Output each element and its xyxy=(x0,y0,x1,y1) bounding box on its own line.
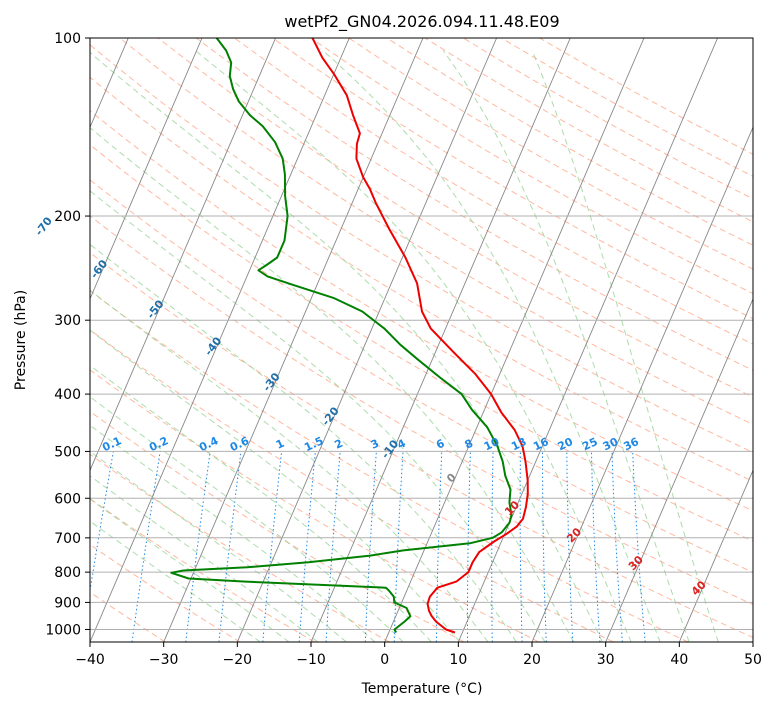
dry-adiabat xyxy=(90,215,753,606)
isotherm-line xyxy=(90,38,350,642)
y-tick-label: 300 xyxy=(54,313,81,329)
moist-adiabat xyxy=(90,475,319,642)
moist-adiabat xyxy=(90,424,376,642)
dry-adiabat xyxy=(90,329,614,642)
dry-adiabat xyxy=(119,38,753,425)
moist-adiabat xyxy=(90,51,603,642)
x-tick-label: −40 xyxy=(75,652,105,668)
dewpoint-profile xyxy=(170,38,513,633)
mixing-ratio-label: 16 xyxy=(531,435,551,453)
mixing-ratio-label: 30 xyxy=(601,435,621,453)
x-tick-label: 50 xyxy=(744,652,762,668)
isotherm-line xyxy=(90,38,277,472)
y-tick-label: 600 xyxy=(54,491,81,507)
x-tick-label: 40 xyxy=(670,652,688,668)
isotherm-line xyxy=(236,38,498,642)
chart-title: wetPf2_GN04.2026.094.11.48.E09 xyxy=(284,12,559,32)
dry-adiabat xyxy=(90,369,540,642)
y-tick-label: 200 xyxy=(54,209,81,225)
x-tick-label: 10 xyxy=(449,652,467,668)
x-tick-label: 20 xyxy=(523,652,541,668)
isotherm-line xyxy=(457,38,719,642)
mixing-ratio-label: 13 xyxy=(509,435,528,453)
moist-adiabat xyxy=(90,450,347,642)
temperature-profile xyxy=(311,38,529,634)
moist-adiabat xyxy=(442,50,690,642)
isotherm-line xyxy=(531,126,753,642)
x-axis-title: Temperature (°C) xyxy=(361,681,483,697)
moist-adiabat xyxy=(90,520,261,642)
isotherm-line xyxy=(163,38,424,642)
y-tick-label: 700 xyxy=(54,531,81,547)
mixing-ratio-line xyxy=(218,451,242,642)
mixing-ratio-line xyxy=(185,451,211,642)
moist-adiabat xyxy=(322,50,661,642)
y-tick-label: 100 xyxy=(54,31,81,47)
profiles xyxy=(170,38,529,634)
x-tick-label: 0 xyxy=(380,652,389,668)
dry-adiabat xyxy=(90,252,753,639)
moist-adiabat xyxy=(90,190,546,642)
dry-adiabat xyxy=(195,38,753,371)
y-tick-label: 1000 xyxy=(45,622,81,638)
y-tick-label: 900 xyxy=(54,595,81,611)
y-tick-label: 400 xyxy=(54,387,81,403)
x-tick-label: −30 xyxy=(149,652,179,668)
moist-adiabat xyxy=(90,329,461,642)
dry-adiabat xyxy=(90,76,753,482)
mixing-ratio-label: 20 xyxy=(556,435,576,453)
y-axis: 100 200 300 400 500 600 700 800 900 1000 xyxy=(45,31,90,638)
mixing-ratio-line xyxy=(90,451,114,594)
plot-frame xyxy=(89,37,754,643)
dry-adiabat xyxy=(90,110,753,512)
x-tick-label: −20 xyxy=(223,652,253,668)
pressure-grid xyxy=(90,38,753,642)
dry-adiabat xyxy=(272,38,753,320)
moist-adiabat xyxy=(90,289,489,642)
y-axis-title: Pressure (hPa) xyxy=(13,290,29,390)
moist-adiabat xyxy=(90,498,290,642)
moist-adiabat xyxy=(90,243,517,642)
isotherm-line xyxy=(384,38,645,642)
dry-adiabat xyxy=(90,44,753,454)
moist-adiabat xyxy=(90,396,404,642)
mixing-ratio-label: 10 xyxy=(482,435,502,453)
y-tick-label: 500 xyxy=(54,444,81,460)
mixing-ratio-label: 25 xyxy=(580,435,599,453)
dry-adiabat xyxy=(234,38,753,345)
moist-adiabat xyxy=(194,50,632,642)
x-tick-label: −10 xyxy=(296,652,326,668)
x-axis: −40 −30 −20 −10 0 10 20 30 40 50 xyxy=(75,642,762,668)
background-lines xyxy=(90,38,753,642)
y-tick-label: 800 xyxy=(54,565,81,581)
isotherm-line xyxy=(90,38,203,301)
isotherm-line xyxy=(605,297,753,642)
dry-adiabat xyxy=(90,453,390,642)
dry-adiabat xyxy=(90,179,753,573)
isotherm-line xyxy=(678,469,753,642)
x-tick-label: 30 xyxy=(597,652,615,668)
mixing-ratio-label: 36 xyxy=(622,435,642,453)
dry-adiabat xyxy=(90,498,315,642)
